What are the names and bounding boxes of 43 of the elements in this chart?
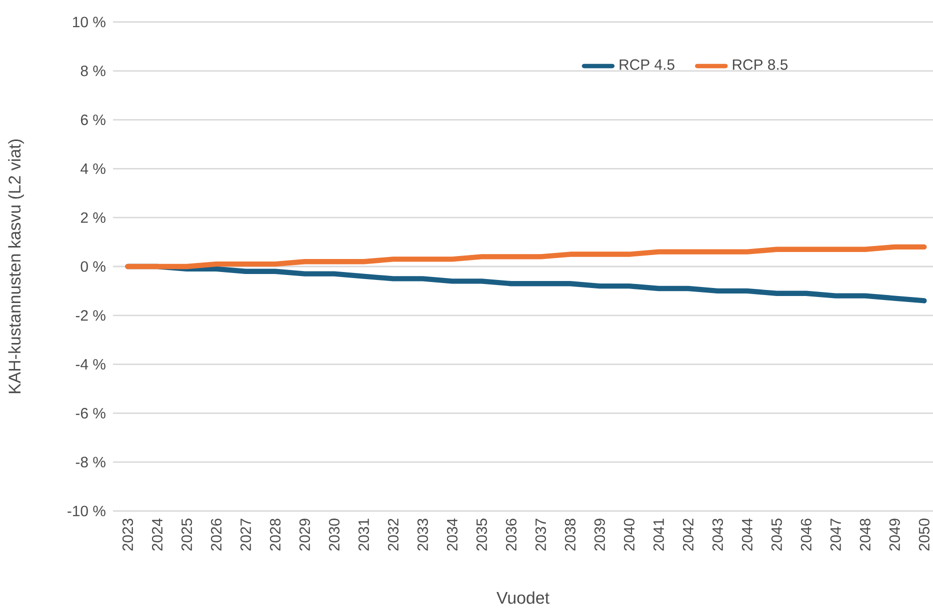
y-tick-label: 8 % — [80, 66, 106, 76]
y-axis-title: KAH-kustannusten kasvu (L2 viat) — [8, 140, 24, 394]
x-tick-label: 2042 — [682, 518, 694, 551]
y-tick-label: -8 % — [76, 456, 106, 468]
y-tick-label: 6 % — [80, 114, 106, 126]
x-tick-label: 2044 — [742, 518, 752, 551]
x-tick-label: 2047 — [830, 518, 841, 551]
x-tick-label: 2029 — [299, 518, 310, 551]
y-tick-label: -4 % — [76, 359, 106, 370]
x-tick-label: 2027 — [240, 518, 252, 551]
x-tick-label: 2025 — [181, 518, 192, 551]
x-tick-label: 2043 — [712, 518, 723, 551]
x-tick-label: 2026 — [210, 518, 222, 551]
x-tick-label: 2039 — [594, 518, 605, 551]
y-tick-label: -10 % — [68, 506, 106, 516]
y-tick-label: 10 % — [73, 16, 106, 28]
x-tick-label: 2048 — [860, 518, 870, 551]
x-tick-label: 2045 — [771, 518, 782, 551]
x-tick-label: 2032 — [388, 518, 399, 551]
x-axis-title: Vuodet — [496, 591, 550, 604]
x-tick-label: 2046 — [800, 518, 812, 551]
x-tick-label: 2038 — [564, 518, 576, 551]
x-tick-label: 2034 — [446, 518, 458, 551]
x-tick-label: 2033 — [417, 518, 428, 551]
x-tick-label: 2028 — [270, 518, 281, 551]
x-tick-label: 2024 — [152, 518, 163, 551]
x-tick-label: 2031 — [358, 518, 370, 551]
legend-label: RCP 4.5 — [620, 59, 674, 70]
x-tick-label: 2036 — [506, 518, 517, 551]
x-tick-label: 2030 — [328, 518, 340, 551]
y-tick-label: 4 % — [80, 163, 106, 174]
y-tick-label: -2 % — [76, 310, 106, 321]
x-tick-label: 2040 — [624, 518, 634, 551]
x-tick-label: 2023 — [122, 518, 134, 551]
y-tick-label: 0 % — [80, 261, 106, 272]
y-tick-label: 2 % — [80, 212, 106, 223]
x-tick-label: 2037 — [535, 518, 546, 551]
x-tick-label: 2041 — [653, 518, 664, 551]
y-tick-label: -6 % — [76, 408, 106, 418]
x-tick-label: 2050 — [918, 518, 930, 551]
legend-label: RCP 8.5 — [732, 59, 788, 70]
x-tick-label: 2035 — [476, 518, 488, 551]
x-tick-label: 2049 — [889, 518, 900, 551]
